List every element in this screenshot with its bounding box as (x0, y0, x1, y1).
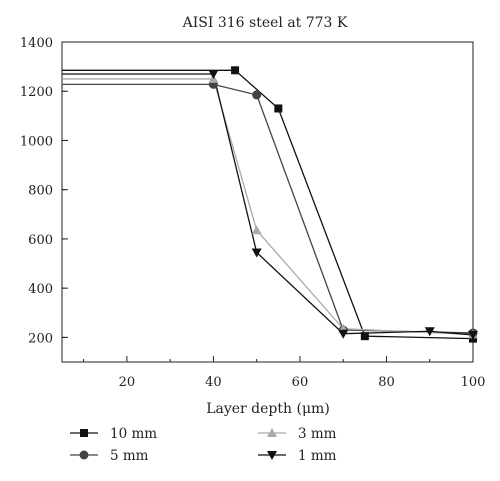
x-tick-label: 100 (461, 375, 486, 390)
series-markers (208, 66, 478, 343)
y-tick-label: 600 (28, 233, 53, 248)
x-tick-label: 40 (205, 375, 222, 390)
series-lines (62, 69, 474, 340)
series-line-5mm (62, 83, 474, 334)
legend-item: 3 mm (258, 426, 337, 442)
legend-label: 5 mm (110, 448, 149, 464)
legend-label: 3 mm (298, 426, 337, 442)
legend-marker (267, 428, 277, 437)
chart-title: AISI 316 steel at 773 K (182, 15, 348, 31)
legend-item: 1 mm (258, 448, 337, 464)
x-tick-label: 60 (292, 375, 309, 390)
y-tick-label: 800 (28, 184, 53, 199)
y-tick-label: 1400 (20, 36, 53, 51)
y-tick-label: 400 (28, 282, 53, 297)
legend-item: 10 mm (70, 426, 157, 442)
y-axis: 200 400 600 800 1000 1200 1400 (20, 36, 68, 346)
legend-label: 10 mm (110, 426, 157, 442)
legend-marker (267, 451, 277, 460)
data-point (338, 329, 349, 339)
plot-frame (61, 41, 474, 363)
x-axis-label: Layer depth (μm) (206, 401, 330, 417)
data-point (251, 248, 262, 258)
legend-marker (79, 450, 89, 460)
series-line-3mm (62, 78, 474, 336)
series-line-10mm (62, 69, 474, 340)
legend-marker (80, 429, 88, 437)
legend-label: 1 mm (298, 448, 337, 464)
data-point (274, 104, 283, 113)
x-tick-label: 80 (378, 375, 395, 390)
data-point (251, 225, 262, 235)
data-point (252, 90, 262, 100)
y-tick-label: 200 (28, 331, 53, 346)
legend-item: 5 mm (70, 448, 149, 464)
x-tick-label: 20 (119, 375, 136, 390)
series-line-1mm (62, 73, 474, 336)
data-point (468, 330, 478, 340)
y-tick-label: 1000 (20, 134, 53, 149)
x-axis: 20 40 60 80 100 (83, 356, 486, 390)
y-tick-label: 1200 (20, 85, 53, 100)
data-point (360, 332, 369, 341)
data-point (424, 327, 435, 337)
data-point (231, 66, 240, 75)
data-point (208, 70, 219, 79)
legend: 10 mm 5 mm 3 mm 1 mm (70, 426, 337, 464)
